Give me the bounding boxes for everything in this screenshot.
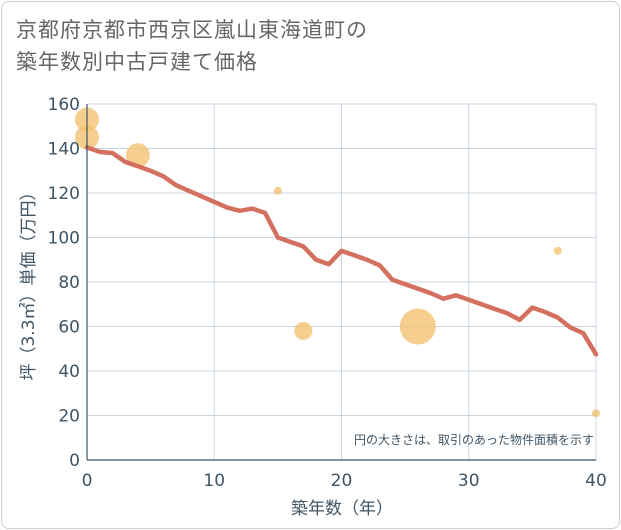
bubble-point — [553, 246, 562, 255]
tick-labels: 0 20 40 60 80 100 120 140 160 0 10 20 30 40 — [48, 95, 607, 491]
y-tick-label: 120 — [48, 184, 80, 204]
x-tick-label: 40 — [585, 471, 607, 491]
y-tick-label: 20 — [58, 407, 80, 427]
title-line-1: 京都府京都市西京区嵐山東海道町の — [16, 18, 368, 42]
bubble-point — [592, 409, 600, 418]
y-tick-label: 40 — [58, 362, 80, 382]
title-line-2: 築年数別中古戸建て価格 — [16, 50, 258, 74]
x-axis-label: 築年数（年） — [291, 499, 393, 519]
y-tick-label: 0 — [69, 451, 80, 471]
grid — [86, 103, 597, 461]
x-tick-label: 0 — [82, 471, 93, 491]
x-tick-label: 30 — [458, 471, 480, 491]
y-tick-label: 140 — [48, 140, 80, 160]
x-tick-label: 20 — [331, 471, 353, 491]
y-tick-label: 160 — [48, 95, 80, 115]
bubble-point — [125, 143, 150, 168]
bubble-point — [399, 308, 436, 345]
trend-line — [84, 145, 599, 357]
bubble-point — [273, 186, 282, 195]
bubble-point — [294, 321, 313, 340]
y-tick-label: 100 — [48, 229, 80, 249]
x-tick-label: 10 — [203, 471, 225, 491]
y-tick-label: 80 — [58, 273, 80, 293]
trend-line-layer — [84, 145, 599, 357]
chart-title: 京都府京都市西京区嵐山東海道町の 築年数別中古戸建て価格 — [16, 14, 368, 78]
axes — [86, 104, 596, 461]
y-axis-label: 坪（3.3㎡）単価（万円） — [19, 183, 39, 380]
size-note: 円の大きさは、取引のあった物件面積を示す — [354, 432, 594, 447]
y-tick-label: 60 — [58, 318, 80, 338]
bubble-layer — [75, 107, 600, 418]
